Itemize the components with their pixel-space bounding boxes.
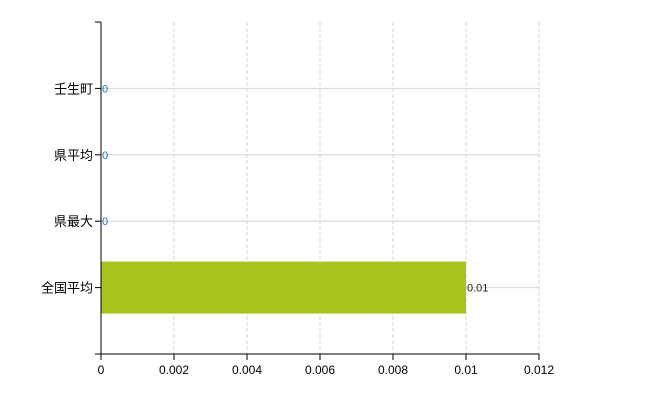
x-tick-label: 0 — [98, 363, 105, 377]
data-label: 0.01 — [467, 283, 488, 295]
y-category-label: 県平均 — [54, 148, 93, 163]
y-category-label: 全国平均 — [41, 281, 93, 296]
data-label: 0 — [102, 83, 108, 95]
x-tick-label: 0.01 — [454, 363, 478, 377]
x-tick-label: 0.006 — [305, 363, 335, 377]
x-tick-label: 0.008 — [378, 363, 408, 377]
data-label: 0 — [102, 150, 108, 162]
x-tick-label: 0.002 — [159, 363, 189, 377]
x-tick-label: 0.012 — [524, 363, 554, 377]
data-label: 0 — [102, 216, 108, 228]
bar — [101, 261, 466, 314]
y-category-label: 壬生町 — [54, 81, 93, 96]
y-category-label: 県最大 — [54, 214, 93, 229]
x-tick-label: 0.004 — [232, 363, 262, 377]
